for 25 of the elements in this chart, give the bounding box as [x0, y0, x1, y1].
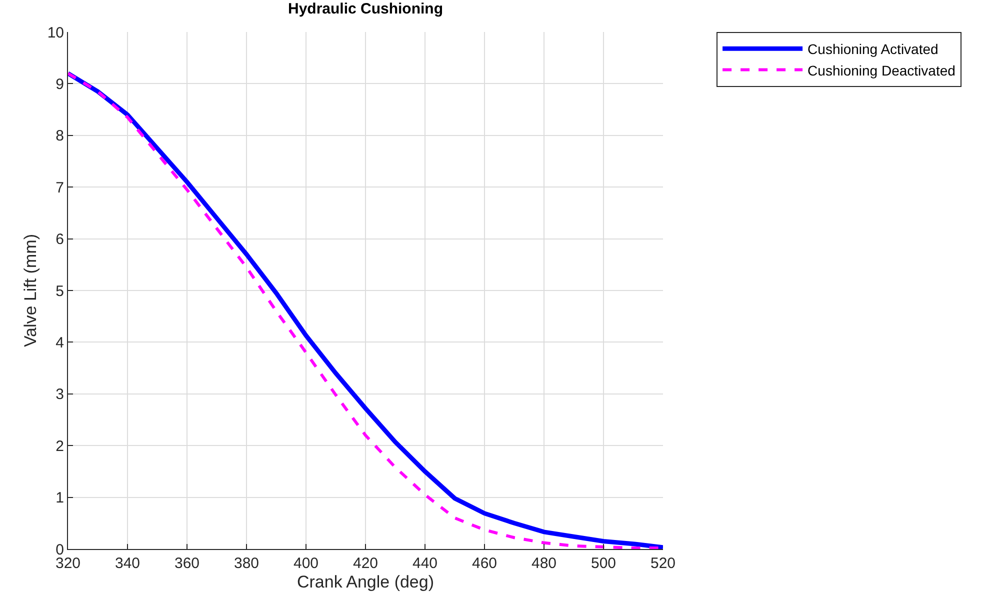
y-tick-label: 10	[47, 24, 64, 42]
text: Cushioning Activated	[808, 41, 938, 58]
x-tick-label: 480	[531, 555, 557, 572]
x-tick-label: 340	[114, 555, 140, 572]
y-tick-label: 5	[56, 282, 64, 300]
y-tick-label: 1	[56, 490, 64, 507]
x-tick-label: 380	[234, 555, 260, 572]
y-tick-label: 3	[56, 386, 64, 404]
x-tick-label: 520	[650, 555, 676, 572]
text: Cushioning Deactivated	[808, 62, 956, 78]
y-tick-label: 6	[56, 231, 64, 248]
y-axis-title: Valve Lift (mm)	[20, 234, 40, 348]
x-tick-label: 420	[352, 555, 378, 572]
chart-title: Hydraulic Cushioning	[288, 0, 444, 18]
x-tick-label: 360	[174, 555, 200, 572]
y-tick-label: 2	[56, 438, 64, 455]
x-axis-title: Crank Angle (deg)	[296, 572, 434, 592]
y-tick-label: 8	[56, 128, 64, 145]
x-tick-label: 400	[293, 555, 319, 572]
y-tick-label: 7	[56, 179, 64, 196]
x-tick-label: 440	[412, 555, 438, 572]
x-tick-label: 500	[590, 555, 616, 572]
y-tick-label: 9	[56, 76, 64, 93]
x-tick-label: 460	[472, 555, 498, 572]
y-tick-label: 4	[56, 334, 64, 352]
